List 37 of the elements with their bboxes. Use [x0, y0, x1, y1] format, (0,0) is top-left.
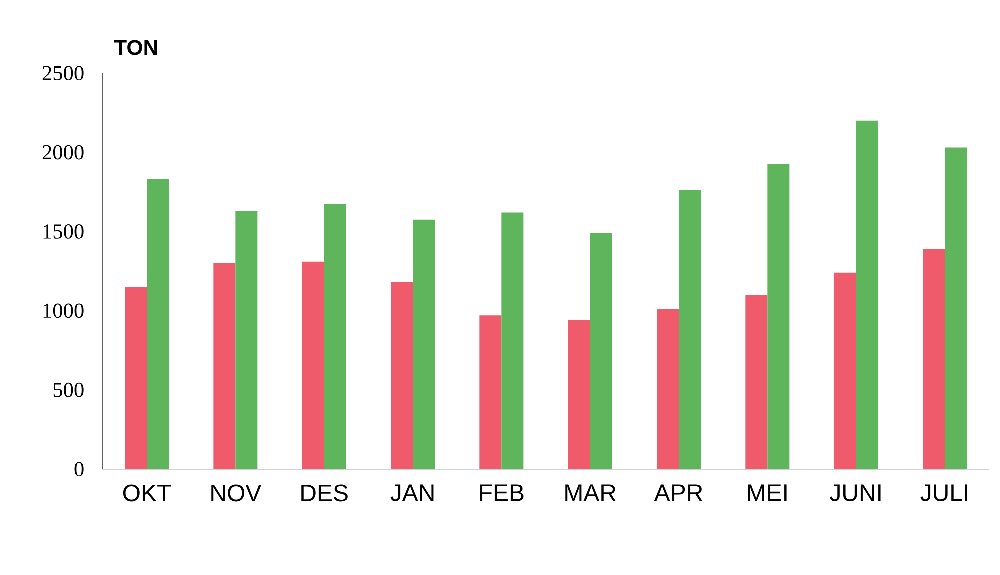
x-tick-label: APR [654, 484, 703, 502]
x-tick-label: JULI [920, 484, 968, 502]
bar [656, 310, 679, 470]
bar [568, 320, 590, 470]
bar [922, 249, 945, 470]
y-tick-label: 2000 [42, 146, 84, 160]
x-tick-label: MEI [748, 484, 787, 502]
bar [147, 180, 170, 470]
bar [413, 220, 435, 470]
y-tick-label: 500 [54, 383, 84, 398]
y-axis-title: TON [114, 40, 158, 56]
x-tick-label: OKT [123, 484, 172, 502]
y-tick-label: 0 [74, 462, 84, 477]
bar [944, 148, 967, 470]
bar [391, 282, 413, 470]
bar [236, 211, 258, 470]
bar [834, 273, 856, 470]
bar [746, 295, 768, 470]
bar [302, 262, 324, 470]
x-tick-label: FEB [480, 484, 524, 502]
x-tick-label: MAR [566, 484, 616, 502]
bar [856, 121, 878, 470]
bar [480, 316, 502, 470]
bar [324, 204, 346, 470]
x-tick-label: JUNI [830, 484, 881, 502]
bar [125, 287, 147, 470]
bar [678, 190, 701, 470]
bar [768, 164, 790, 470]
y-tick-label: 2500 [42, 66, 84, 81]
bar [590, 233, 612, 470]
x-tick-label: JAN [390, 484, 434, 502]
x-tick-label: DES [302, 484, 348, 502]
x-tick-label: NOV [212, 484, 262, 502]
bar [214, 264, 236, 470]
bar [502, 212, 524, 470]
y-tick-label: 1500 [44, 224, 84, 240]
y-tick-label: 1000 [44, 304, 84, 318]
